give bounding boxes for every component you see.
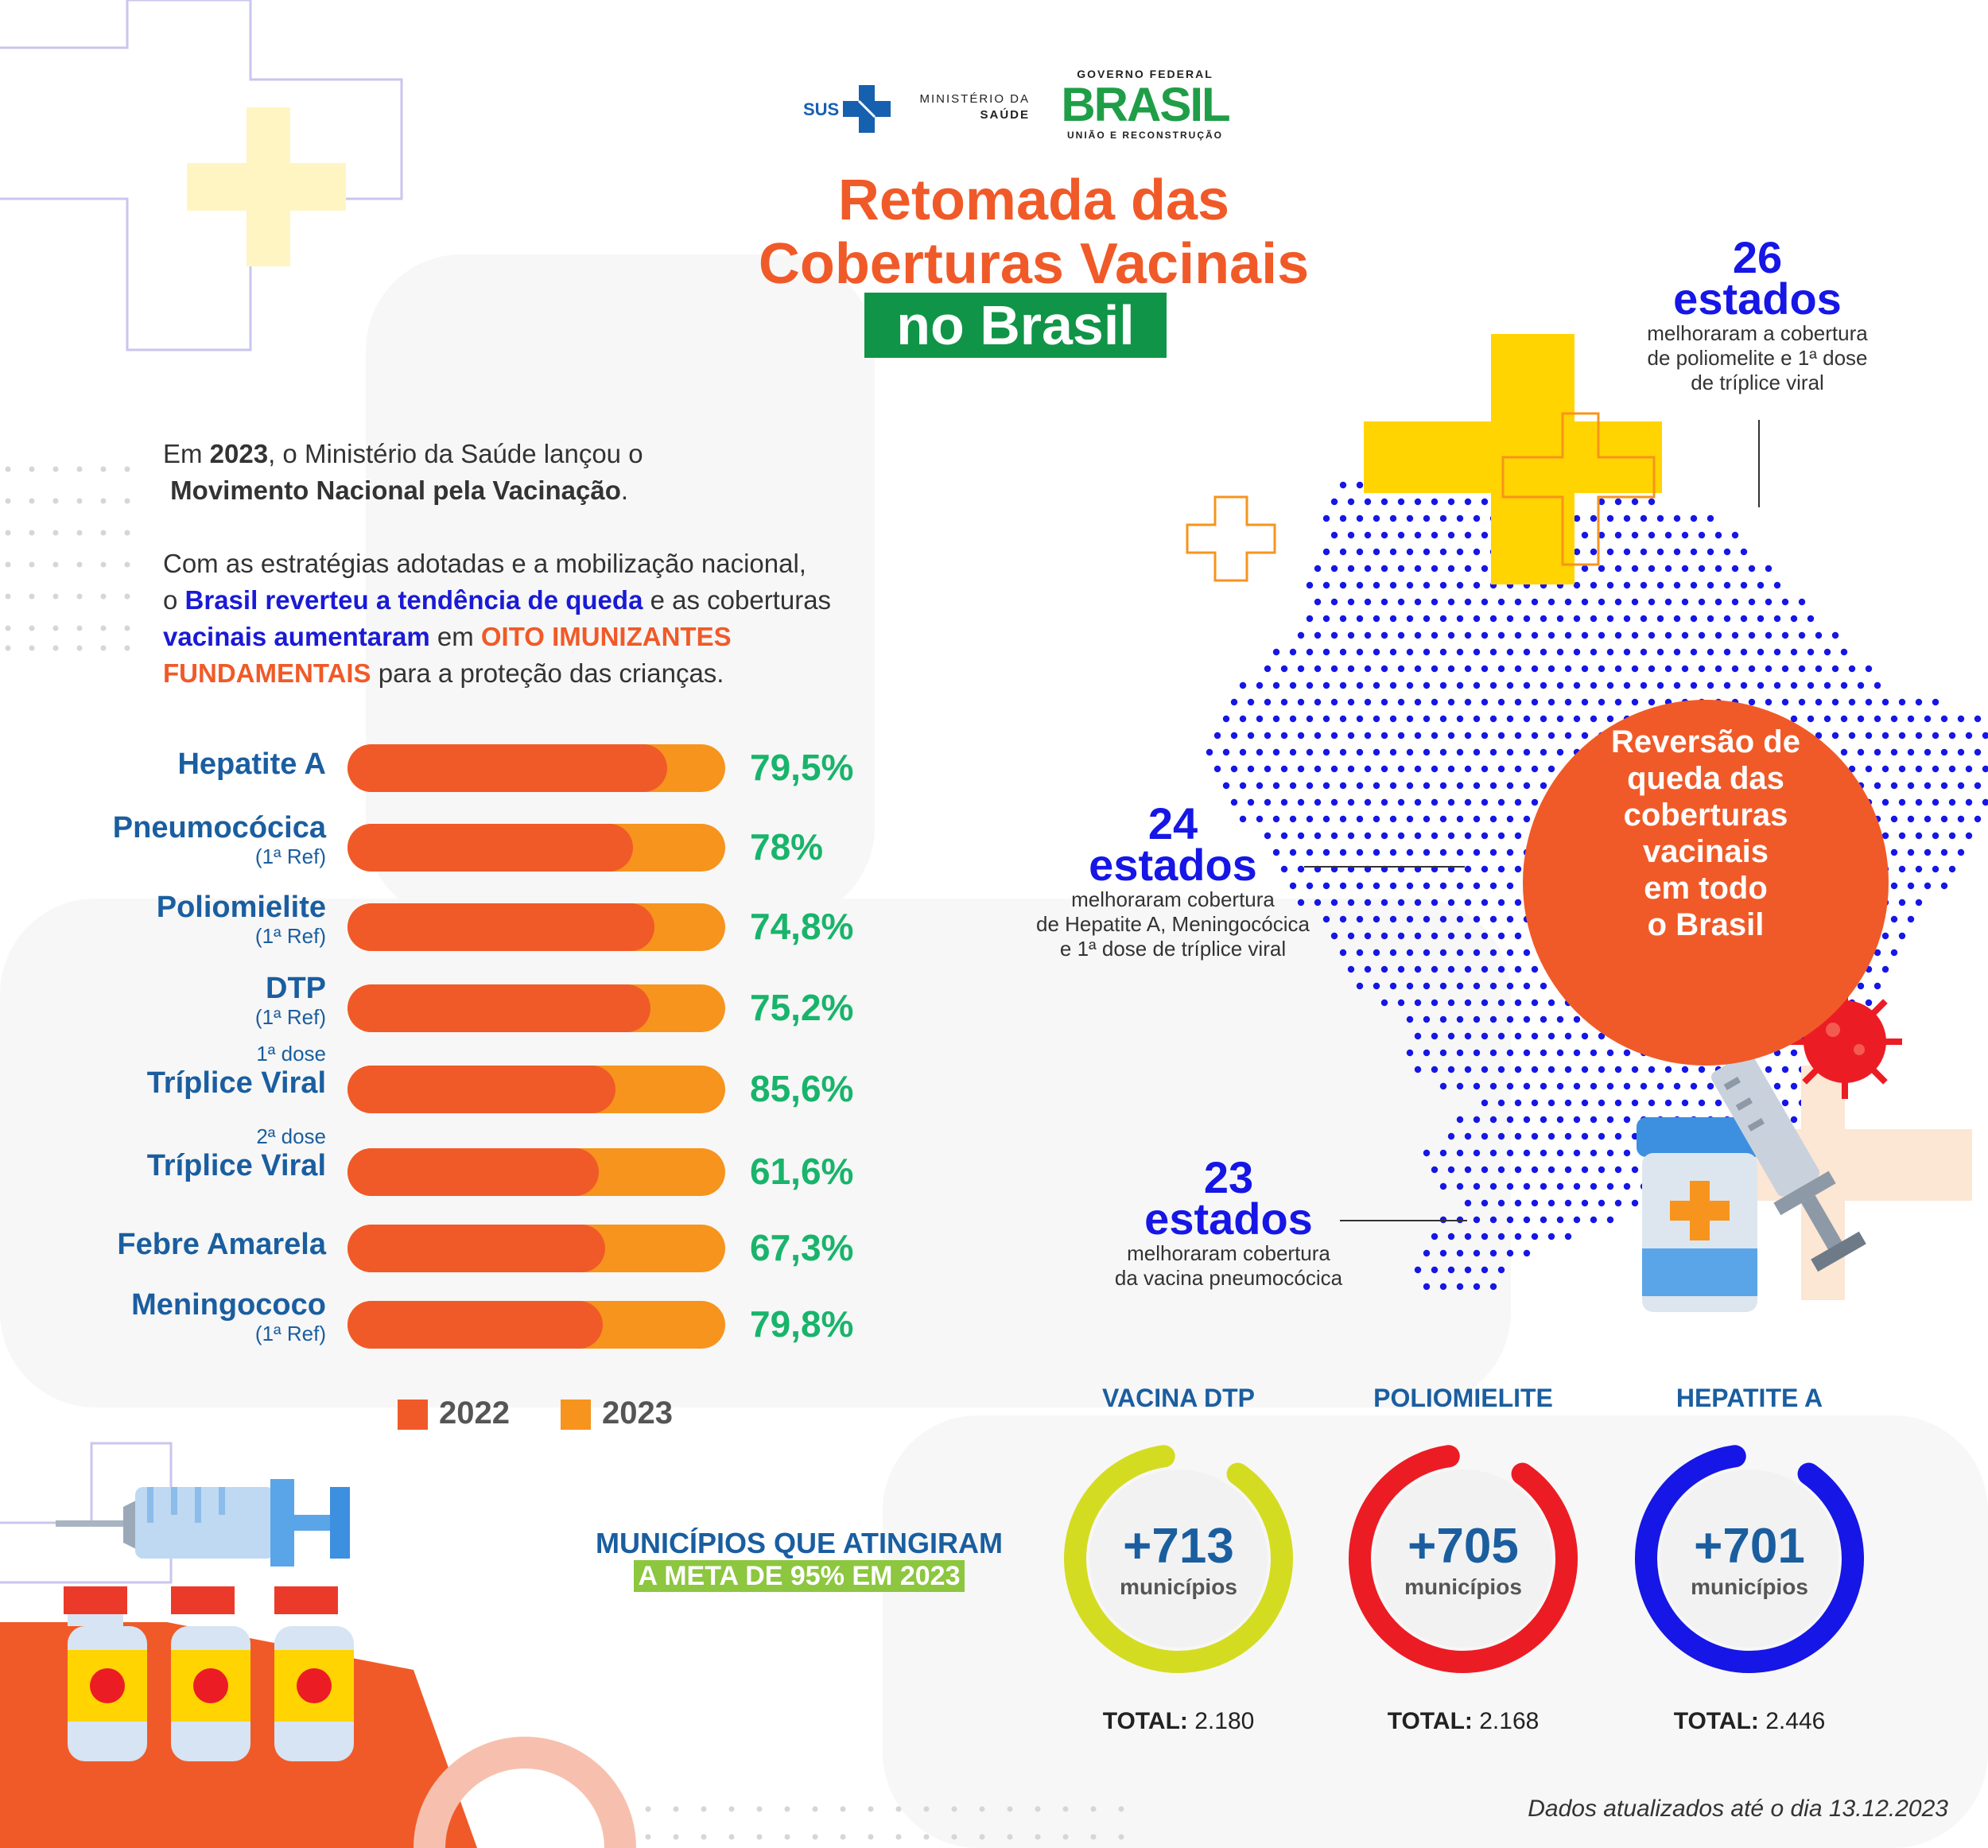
donut-value: +705 — [1408, 1519, 1519, 1574]
donut-value: +701 — [1694, 1519, 1805, 1574]
donut-unit: municípios — [1120, 1574, 1237, 1599]
donut-arc — [1635, 1444, 1864, 1673]
municipios-title: MUNICÍPIOS QUE ATINGIRAM A META DE 95% E… — [596, 1527, 1003, 1592]
legend-label-2023: 2023 — [602, 1396, 673, 1431]
intro-p1: Em 2023, o Ministério da Saúde lançou o — [163, 439, 643, 468]
vial-icon — [1637, 1117, 1764, 1312]
sus-logo: SUS — [803, 85, 891, 133]
stat-24-estados: 24 estados melhoraram cobertura de Hepat… — [1036, 798, 1310, 961]
donut-title: POLIOMIELITE — [1373, 1384, 1553, 1412]
donut-total: TOTAL: 2.180 — [1102, 1708, 1255, 1734]
stat-23-estados: 23 estados melhoraram cobertura da vacin… — [1114, 1152, 1343, 1291]
reversal-circle-text: Reversão de queda das coberturas vacinais em… — [1611, 724, 1800, 942]
footer-date: Dados atualizados até o dia 13.12.2023 — [1528, 1796, 1948, 1822]
title-line-1: Retomada das — [837, 169, 1230, 232]
intro-text: Em 2023, o Ministério da Saúde lançou o … — [163, 436, 958, 692]
donut-total: TOTAL: 2.446 — [1673, 1708, 1826, 1734]
reversal-circle — [1523, 700, 1889, 1066]
ministry-logo: MINISTÉRIO DA SAÚDE — [919, 92, 1030, 122]
legend-swatch-2022 — [398, 1400, 428, 1430]
title-line-2: Coberturas Vacinais — [758, 232, 1310, 296]
chart-legend: 2022 2023 — [398, 1396, 716, 1435]
donut-1: VACINA DTP +713 municípios TOTAL: 2.180 — [1019, 1384, 1338, 1749]
sus-label: SUS — [803, 99, 840, 119]
legend-label-2022: 2022 — [439, 1396, 510, 1431]
donut-unit: municípios — [1404, 1574, 1522, 1599]
sus-cross-icon — [843, 85, 891, 133]
donut-title: HEPATITE A — [1675, 1384, 1823, 1412]
donut-2: POLIOMIELITE +705 municípios TOTAL: 2.168 — [1304, 1384, 1622, 1749]
stat-26-estados: 26 estados melhoraram a cobertura de pol… — [1647, 232, 1868, 395]
gov-logo: GOVERNO FEDERAL BRASIL UNIÃO E RECONSTRU… — [1061, 68, 1230, 141]
page-title: Retomada das Coberturas Vacinais — [636, 169, 1431, 296]
donut-ring — [1064, 1444, 1293, 1673]
donut-ring — [1349, 1444, 1578, 1673]
outline-cross-icon — [1501, 412, 1656, 566]
small-outline-cross-icon — [1186, 495, 1276, 582]
yellow-cross-icon — [1364, 334, 1662, 584]
title-line-3: no Brasil — [864, 293, 1167, 358]
donut-arc — [1064, 1444, 1293, 1673]
donut-arc — [1349, 1444, 1578, 1673]
donut-unit: municípios — [1691, 1574, 1808, 1599]
donut-value: +713 — [1123, 1519, 1234, 1574]
header-logos: SUS MINISTÉRIO DA SAÚDE GOVERNO FEDERAL … — [795, 68, 1241, 155]
donut-3: HEPATITE A +701 municípios TOTAL: 2.446 — [1590, 1384, 1908, 1749]
legend-swatch-2023 — [561, 1400, 591, 1430]
intro-p2: Com as estratégias adotadas e a mobiliza… — [163, 549, 806, 578]
donut-title: VACINA DTP — [1102, 1384, 1255, 1412]
donut-ring — [1635, 1444, 1864, 1673]
intro-p1-line2: Movimento Nacional pela Vacinação. — [170, 476, 629, 505]
donut-total: TOTAL: 2.168 — [1387, 1708, 1540, 1734]
brazil-map-illustration — [1186, 334, 1988, 1312]
